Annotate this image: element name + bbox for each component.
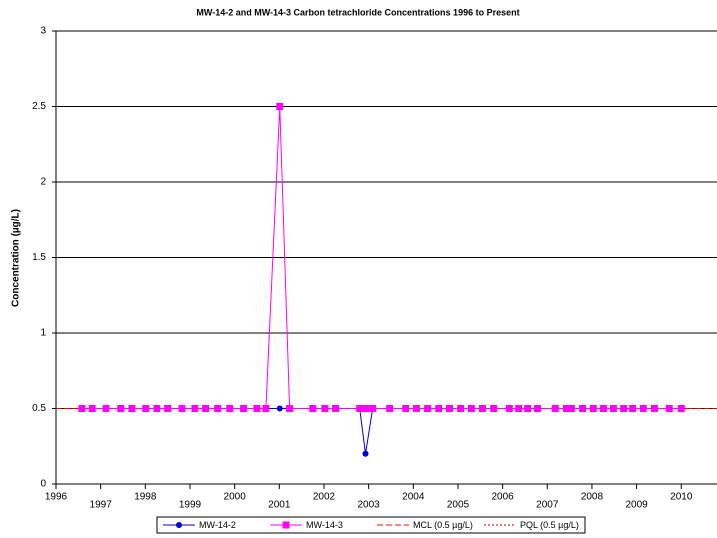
marker [164,405,172,412]
marker [620,405,628,412]
marker [202,405,210,412]
marker [386,405,394,412]
marker [600,405,608,412]
marker [490,405,498,412]
y-tick-label: 0.5 [32,403,46,414]
x-tick-label: 2000 [224,492,247,503]
marker [533,405,541,412]
marker [276,103,284,110]
marker [88,405,96,412]
x-tick-label: 2006 [491,492,514,503]
marker [650,405,658,412]
marker [412,405,420,412]
legend-label: MCL (0.5 µg/L) [413,520,473,530]
y-axis-label: Concentration (µg/L) [11,209,22,307]
y-tick-label: 1.5 [32,252,46,263]
legend-label: MW-14-3 [306,520,343,530]
marker [639,405,647,412]
y-tick-label: 2.5 [32,101,46,112]
marker [191,405,199,412]
marker [479,405,487,412]
marker [309,405,317,412]
marker [102,405,110,412]
marker [321,405,329,412]
marker [226,405,234,412]
marker [78,405,86,412]
marker [214,405,222,412]
marker [240,405,248,412]
series [78,405,685,457]
legend: MW-14-2 MW-14-3 MCL (0.5 µg/L) PQL (0.5 µg/… [156,516,586,534]
marker [369,405,377,412]
marker [589,405,597,412]
marker [142,405,150,412]
marker [128,405,136,412]
y-tick-label: 1 [40,328,46,339]
marker [629,405,637,412]
marker [262,405,270,412]
marker [178,405,186,412]
x-tick-label: 1997 [90,500,113,511]
x-tick-label: 2002 [313,492,336,503]
x-tick-label: 2005 [447,500,470,511]
legend-marker [176,522,182,528]
x-tick-label: 2008 [581,492,604,503]
marker [665,405,673,412]
marker [424,405,432,412]
marker [286,405,294,412]
legend-box [156,516,586,534]
marker [332,405,340,412]
marker [505,405,513,412]
x-tick-label: 2001 [268,500,291,511]
x-tick-label: 1999 [179,500,202,511]
marker [362,450,369,457]
legend-marker [282,521,290,529]
legend-label: MW-14-2 [199,520,236,530]
marker [467,405,475,412]
marker [457,405,465,412]
marker [117,405,125,412]
marker [253,405,261,412]
series [78,103,685,412]
marker [567,405,575,412]
marker [551,405,559,412]
x-tick-label: 2007 [536,500,559,511]
chart-title: MW-14-2 and MW-14-3 Carbon tetrachloride… [196,7,519,17]
x-tick-label: 2009 [625,500,648,511]
y-tick-label: 0 [40,479,46,490]
marker [362,405,370,412]
series-line [81,408,682,454]
marker [402,405,410,412]
x-tick-label: 1998 [134,492,157,503]
y-tick-label: 3 [40,26,46,37]
marker [276,405,283,412]
marker [524,405,532,412]
marker [562,405,570,412]
y-tick-label: 2 [40,177,46,188]
x-tick-label: 2004 [402,492,425,503]
x-tick-label: 2003 [358,500,381,511]
x-tick-label: 1996 [45,492,68,503]
marker [445,405,453,412]
marker [515,405,523,412]
marker [609,405,617,412]
marker [579,405,587,412]
marker [356,405,364,412]
x-tick-label: 2010 [670,492,693,503]
marker [153,405,161,412]
legend-label: PQL (0.5 µg/L) [520,520,579,530]
marker [435,405,443,412]
marker [677,405,685,412]
